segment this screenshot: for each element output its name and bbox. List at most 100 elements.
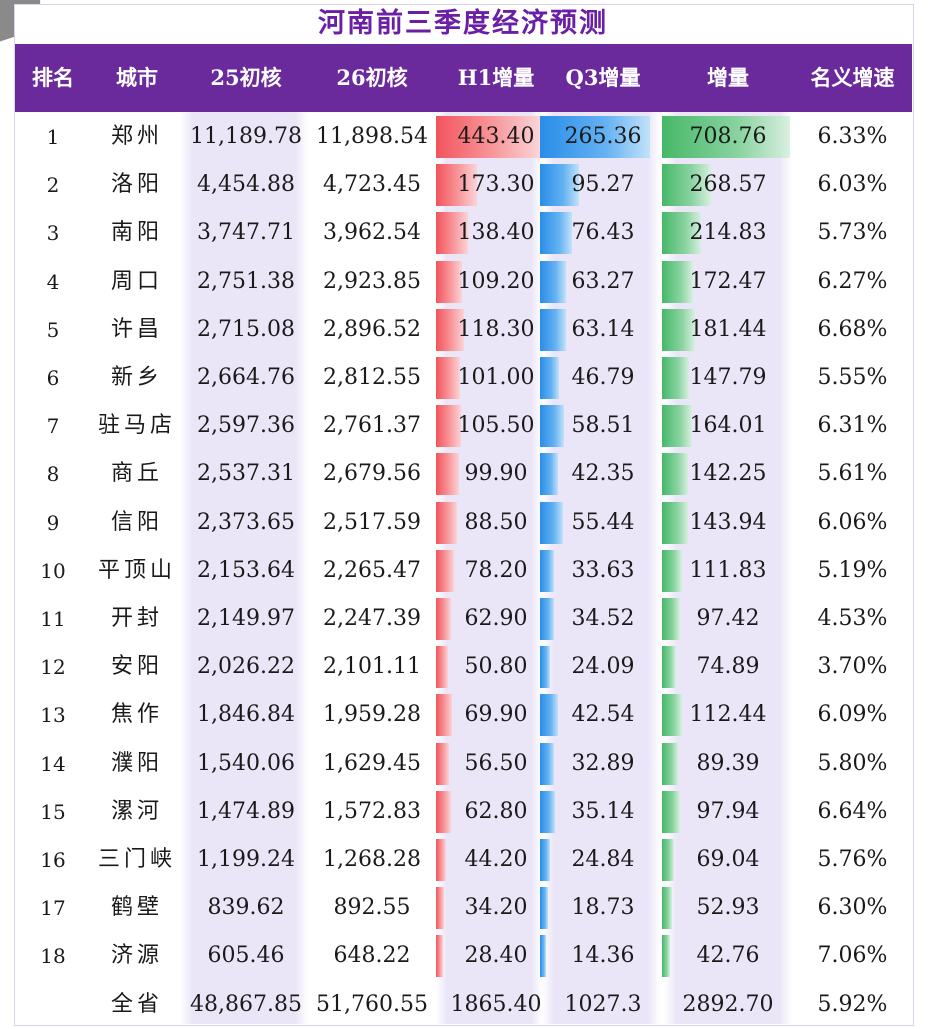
- cell-gdp-2025: 11,189.78: [190, 124, 302, 149]
- cell-nominal-growth: 3.70%: [817, 654, 888, 680]
- cell-rank: 8: [46, 462, 60, 487]
- q3-increase-bar: [540, 742, 554, 785]
- cell-q3-increase: 42.35: [571, 461, 635, 487]
- cell-city: 商丘: [110, 461, 163, 487]
- cell-total-increase: 74.89: [696, 654, 760, 680]
- cell-q3-increase: 34.52: [571, 606, 635, 631]
- total-increase-bar: [662, 646, 676, 689]
- cell-gdp-2025: 2,664.76: [197, 365, 295, 390]
- h1-increase-bar: [436, 935, 443, 978]
- cell-nominal-growth: 5.92%: [817, 991, 888, 1017]
- table-row: 13 焦作 1,846.84 1,959.28 69.90 42.54 112.44 6.09…: [15, 691, 912, 739]
- total-increase-bar: [662, 164, 711, 207]
- cell-total-increase: 112.44: [689, 702, 767, 728]
- cell-gdp-2025: 839.62: [207, 895, 285, 921]
- cell-q3-increase: 24.09: [571, 654, 635, 680]
- h1-increase-bar: [436, 308, 464, 351]
- cell-nominal-growth: 6.27%: [817, 268, 888, 294]
- cell-city: 周口: [110, 268, 163, 294]
- cell-nominal-growth: 6.30%: [817, 895, 888, 921]
- q3-increase-bar: [540, 935, 546, 978]
- cell-q3-increase: 33.63: [571, 557, 635, 583]
- cell-rank: 6: [46, 366, 60, 390]
- cell-city: 洛阳: [110, 172, 163, 198]
- table-header: 排名 城市 25初核 26初核 H1增量 Q3增量 增量 名义增速: [15, 44, 912, 112]
- cell-q3-increase: 46.79: [571, 365, 635, 390]
- page-title: 河南前三季度经济预测: [318, 8, 608, 39]
- table-row: 17 鹤壁 839.62 892.55 34.20 18.73 52.93 6.30%: [15, 884, 912, 932]
- h1-increase-bar: [436, 549, 455, 592]
- cell-gdp-2026: 2,761.37: [323, 413, 421, 439]
- table-row: 12 安阳 2,026.22 2,101.11 50.80 24.09 74.89 3.70%: [15, 643, 912, 691]
- cell-h1-increase: 443.40: [457, 124, 535, 149]
- header-total-increase: 增量: [707, 65, 749, 90]
- cell-q3-increase: 32.89: [571, 750, 635, 776]
- h1-increase-bar: [436, 501, 457, 544]
- cell-q3-increase: 63.27: [571, 268, 635, 294]
- cell-h1-increase: 56.50: [464, 750, 528, 776]
- cell-h1-increase: 109.20: [457, 268, 535, 294]
- cell-gdp-2026: 2,679.56: [323, 461, 421, 487]
- table-row: 14 濮阳 1,540.06 1,629.45 56.50 32.89 89.39 5.80%: [15, 740, 912, 788]
- header-nominal-growth: 名义增速: [810, 65, 895, 90]
- total-increase-bar: [662, 694, 683, 737]
- h1-increase-bar: [436, 839, 447, 881]
- q3-increase-bar: [540, 164, 580, 207]
- table-row: 3 南阳 3,747.71 3,962.54 138.40 76.43 214.83 5.73…: [15, 209, 912, 257]
- cell-nominal-growth: 5.80%: [817, 750, 888, 776]
- cell-nominal-growth: 6.09%: [817, 702, 888, 728]
- table-row: 5 许昌 2,715.08 2,896.52 118.30 63.14 181.44 6.68…: [15, 306, 912, 354]
- cell-h1-increase: 44.20: [464, 847, 528, 872]
- cell-nominal-growth: 6.03%: [817, 172, 888, 198]
- h1-increase-bar: [436, 260, 462, 303]
- h1-increase-bar: [436, 116, 540, 158]
- header-h1-increase: H1增量: [457, 65, 535, 90]
- cell-gdp-2025: 1,540.06: [197, 750, 295, 776]
- h1-increase-bar: [436, 164, 477, 207]
- total-increase-bar: [662, 790, 680, 833]
- cell-rank: 18: [40, 944, 66, 969]
- q3-increase-bar: [540, 405, 565, 448]
- cell-city: 平顶山: [97, 557, 176, 583]
- cell-gdp-2025: 2,751.38: [197, 268, 295, 294]
- cell-rank: 16: [40, 848, 66, 872]
- cell-nominal-growth: 5.61%: [817, 461, 888, 487]
- h1-increase-bar: [436, 453, 460, 496]
- cell-rank: 7: [46, 414, 60, 439]
- total-increase-bar: [662, 742, 679, 785]
- cell-gdp-2025: 1,199.24: [197, 847, 295, 872]
- cell-gdp-2025: 2,153.64: [197, 557, 295, 583]
- cell-gdp-2025: 2,597.36: [197, 413, 295, 439]
- cell-h1-increase: 118.30: [457, 316, 535, 342]
- cell-q3-increase: 1027.3: [564, 991, 642, 1017]
- cell-city: 信阳: [110, 509, 163, 535]
- cell-gdp-2026: 11,898.54: [316, 124, 428, 149]
- cell-total-increase: 89.39: [696, 750, 760, 776]
- cell-gdp-2026: 1,572.83: [323, 798, 421, 824]
- cell-nominal-growth: 6.68%: [817, 316, 888, 342]
- cell-q3-increase: 63.14: [571, 316, 635, 342]
- cell-h1-increase: 34.20: [464, 895, 528, 921]
- table-row: 1 郑州 11,189.78 11,898.54 443.40 265.36 708.76 6…: [15, 113, 912, 161]
- cell-gdp-2025: 605.46: [207, 943, 285, 969]
- cell-q3-increase: 58.51: [571, 413, 635, 439]
- total-increase-bar: [662, 308, 695, 351]
- q3-increase-bar: [540, 549, 554, 592]
- cell-gdp-2026: 1,629.45: [323, 750, 421, 776]
- total-increase-bar: [662, 501, 688, 544]
- cell-h1-increase: 173.30: [457, 172, 535, 198]
- q3-increase-bar: [540, 790, 555, 833]
- q3-increase-bar: [540, 887, 548, 930]
- total-increase-bar: [662, 212, 701, 255]
- cell-total-increase: 181.44: [689, 316, 767, 342]
- h1-increase-bar: [436, 790, 451, 833]
- cell-city: 新乡: [110, 365, 163, 390]
- cell-gdp-2026: 892.55: [333, 895, 411, 921]
- h1-increase-bar: [436, 887, 445, 930]
- cell-gdp-2025: 3,747.71: [197, 220, 295, 246]
- table-row: 4 周口 2,751.38 2,923.85 109.20 63.27 172.47 6.27…: [15, 258, 912, 306]
- cell-h1-increase: 88.50: [464, 509, 528, 535]
- h1-increase-bar: [436, 212, 469, 255]
- table-row: 15 漯河 1,474.89 1,572.83 62.80 35.14 97.94 6.64%: [15, 788, 912, 836]
- h1-increase-bar: [436, 646, 448, 689]
